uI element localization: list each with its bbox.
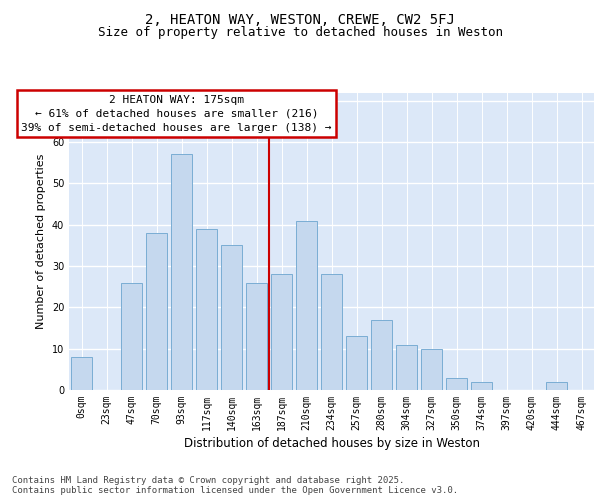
X-axis label: Distribution of detached houses by size in Weston: Distribution of detached houses by size …	[184, 437, 479, 450]
Bar	[396, 344, 417, 390]
Text: 2 HEATON WAY: 175sqm
← 61% of detached houses are smaller (216)
39% of semi-deta: 2 HEATON WAY: 175sqm ← 61% of detached h…	[21, 94, 332, 132]
Bar	[471, 382, 492, 390]
Text: Size of property relative to detached houses in Weston: Size of property relative to detached ho…	[97, 26, 503, 39]
Bar	[421, 348, 442, 390]
Bar	[221, 246, 242, 390]
Y-axis label: Number of detached properties: Number of detached properties	[36, 154, 46, 329]
Text: Contains HM Land Registry data © Crown copyright and database right 2025.
Contai: Contains HM Land Registry data © Crown c…	[12, 476, 458, 495]
Bar	[196, 229, 217, 390]
Bar	[271, 274, 292, 390]
Bar	[171, 154, 192, 390]
Bar	[146, 233, 167, 390]
Bar	[246, 282, 267, 390]
Bar	[546, 382, 567, 390]
Bar	[121, 282, 142, 390]
Bar	[71, 357, 92, 390]
Bar	[296, 220, 317, 390]
Bar	[346, 336, 367, 390]
Bar	[446, 378, 467, 390]
Text: 2, HEATON WAY, WESTON, CREWE, CW2 5FJ: 2, HEATON WAY, WESTON, CREWE, CW2 5FJ	[145, 12, 455, 26]
Bar	[371, 320, 392, 390]
Bar	[321, 274, 342, 390]
